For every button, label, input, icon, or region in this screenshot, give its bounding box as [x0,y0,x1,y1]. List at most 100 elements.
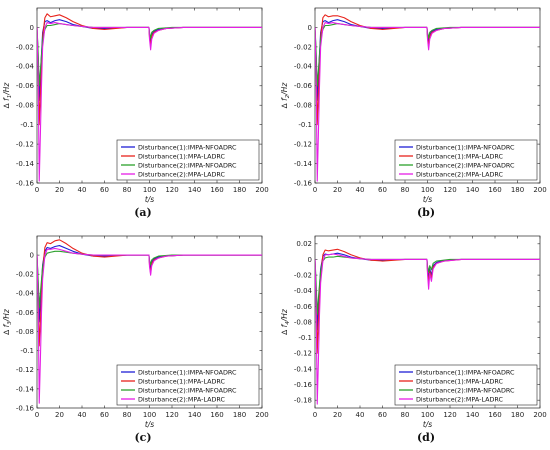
y-tick-label: -0.06 [16,309,35,317]
legend-box [394,364,538,406]
y-tick-label: -0.02 [16,43,34,51]
x-tick-label: 0 [313,186,317,194]
y-axis-label: ∆ f2/Hz [280,82,291,110]
y-tick-label: -0.08 [16,102,34,110]
y-tick-label: -0.08 [294,318,312,326]
legend-label: Disturbance(1):IMPA-NFOADRC [138,143,237,151]
x-tick-label: 20 [55,411,64,419]
x-tick-label: 100 [143,411,156,419]
y-axis-label-unit: /Hz [280,308,289,322]
legend-box [394,139,538,181]
x-tick-label: 80 [123,186,132,194]
y-axis-label: ∆ f3/Hz [2,308,13,336]
legend: Disturbance(1):IMPA-NFOADRCDisturbance(1… [116,364,260,406]
y-tick-label: -0.16 [16,179,35,187]
x-tick-label: 120 [165,411,178,419]
y-tick-label: -0.06 [294,82,313,90]
x-tick-label: 40 [78,411,87,419]
chart-panel-b: 0 20 40 60 80 100 120 140 160 180 200 -0.16 -0.14 -0.… [275,0,550,225]
x-tick-label: 160 [488,186,501,194]
y-tick-label: -0.14 [16,160,35,168]
y-tick-label: 0 [308,24,312,32]
x-tick-label: 100 [421,411,434,419]
y-tick-label: 0 [308,256,312,264]
x-tick-label: 0 [35,411,39,419]
x-tick-label: 200 [533,186,546,194]
y-tick-label: -0.12 [16,141,34,149]
legend-label: Disturbance(1):MPA-LADRC [138,377,225,385]
x-axis-label: t/s [145,420,154,429]
y-axis-label-main: ∆ f [2,323,11,335]
chart-svg-c: 0 20 40 60 80 100 120 140 160 180 200 -0.16 -0.14 -0.… [2,235,269,429]
x-tick-label: 40 [78,186,87,194]
series-group [37,13,262,182]
y-tick-label: -0.02 [294,43,312,51]
x-tick-label: 160 [210,411,223,419]
legend-label: Disturbance(2):IMPA-NFOADRC [138,161,237,169]
y-axis-label-unit: /Hz [2,82,11,96]
x-tick-label: 180 [511,186,524,194]
y-tick-label: -0.16 [294,381,313,389]
legend-label: Disturbance(2):IMPA-NFOADRC [138,386,237,394]
y-tick-label: -0.1 [298,121,312,129]
legend-label: Disturbance(1):MPA-LADRC [138,152,225,160]
y-tick-label: -0.16 [16,404,35,412]
x-tick-label: 120 [443,186,456,194]
y-axis-label-sub: 1 [7,95,13,99]
y-tick-label: -0.14 [294,365,313,373]
x-tick-label: 180 [233,186,246,194]
series-line-4 [315,253,540,405]
y-tick-label: -0.04 [16,290,35,298]
x-tick-label: 200 [255,411,268,419]
x-tick-label: 120 [165,186,178,194]
x-tick-label: 40 [356,411,365,419]
x-tick-label: 160 [210,186,223,194]
x-axis-label: t/s [145,195,154,204]
chart-svg-a: 0 20 40 60 80 100 120 140 160 180 200 -0.16 -0.14 -0.… [2,7,269,204]
y-tick-label: -0.06 [16,82,35,90]
chart-panel-a: 0 20 40 60 80 100 120 140 160 180 200 -0.16 -0.14 -0.… [0,0,275,225]
y-tick-label: -0.02 [16,271,34,279]
legend-box [116,139,260,181]
x-tick-label: 200 [255,186,268,194]
legend-label: Disturbance(2):MPA-LADRC [416,170,503,178]
legend-label: Disturbance(2):MPA-LADRC [138,395,225,403]
y-tick-label: -0.14 [16,385,35,393]
x-tick-label: 80 [401,186,410,194]
x-tick-label: 120 [443,411,456,419]
chart-svg-d: 0 20 40 60 80 100 120 140 160 180 200-0.18-0.16-0.… [280,235,547,429]
y-axis-label: ∆ f1/Hz [2,82,13,110]
x-tick-label: 20 [333,186,342,194]
y-axis-label-sub: 4 [285,321,291,325]
y-axis-label-main: ∆ f [280,97,289,109]
x-tick-label: 60 [378,411,387,419]
legend-label: Disturbance(1):MPA-LADRC [416,152,503,160]
x-tick-label: 100 [143,186,156,194]
legend-label: Disturbance(2):IMPA-NFOADRC [416,386,515,394]
legend-box [116,364,260,406]
chart-svg-b: 0 20 40 60 80 100 120 140 160 180 200-0.16-0.14-0.… [280,7,547,204]
legend-label: Disturbance(2):MPA-LADRC [138,170,225,178]
y-tick-label: -0.12 [16,366,34,374]
y-tick-label: -0.1 [20,347,34,355]
y-tick-label: -0.02 [294,271,312,279]
series-line-4 [37,247,262,404]
x-tick-label: 140 [188,186,201,194]
y-tick-label: -0.08 [294,102,312,110]
legend-label: Disturbance(2):MPA-LADRC [416,395,503,403]
legend-label: Disturbance(1):IMPA-NFOADRC [416,368,515,376]
caption-c: (c) [134,431,152,444]
y-axis-label-main: ∆ f [2,97,11,109]
x-tick-label: 80 [123,411,132,419]
caption-b: (b) [416,206,436,219]
x-tick-label: 80 [401,411,410,419]
series-line-4 [315,22,540,182]
y-tick-label: -0.1 [20,121,34,129]
y-axis-label-sub: 2 [285,94,291,98]
x-tick-label: 140 [188,411,201,419]
y-axis-label-unit: /Hz [2,308,11,322]
y-axis-label-unit: /Hz [280,82,289,96]
x-tick-label: 40 [356,186,365,194]
x-tick-label: 20 [55,186,64,194]
